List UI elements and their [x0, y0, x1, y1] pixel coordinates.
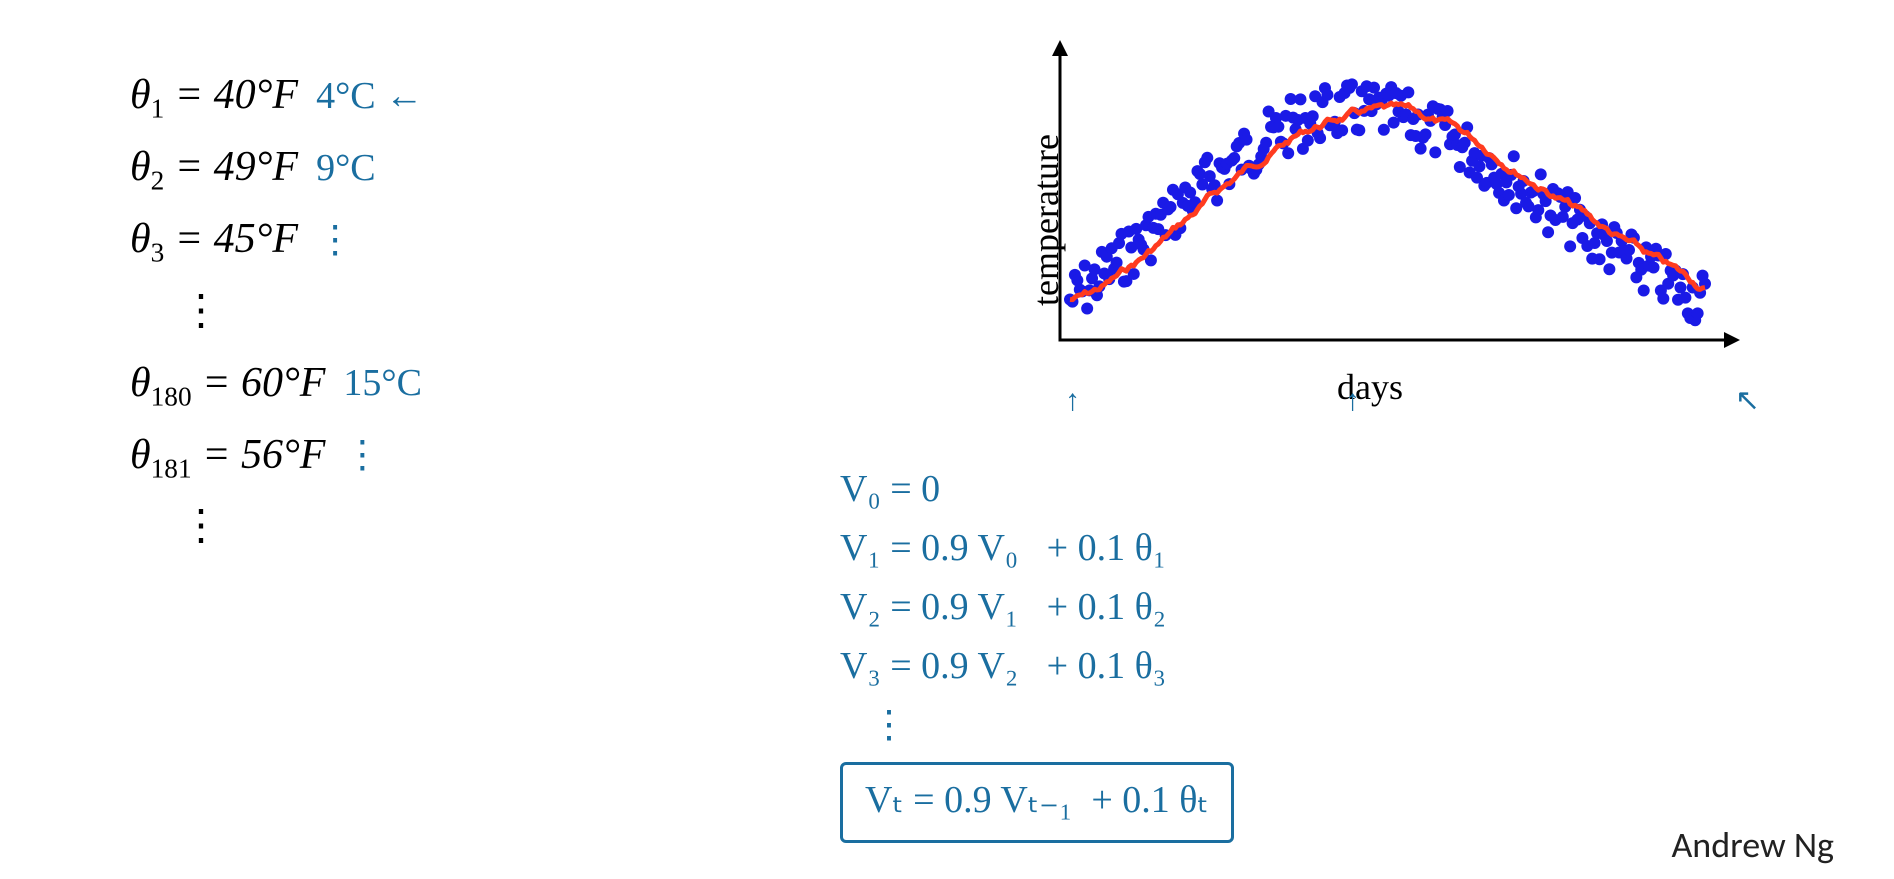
theta-row: θ180 = 60°F 15°C: [130, 347, 423, 419]
hand-dots: ⋮: [840, 696, 1234, 755]
annotation: 4°C ←: [316, 64, 423, 129]
temperature-chart: temperature days ↑ ↑ ↖: [990, 40, 1750, 400]
ewma-equations: V₀ = 0 V₁ = 0.9 V₀ + 0.1 θ₁ V₂ = 0.9 V₁ …: [840, 460, 1234, 843]
vdots: ⋮: [130, 276, 423, 347]
ewma-formula-boxed: Vₜ = 0.9 Vₜ₋₁ + 0.1 θₜ: [840, 762, 1234, 843]
hand-row: V₁ = 0.9 V₀ + 0.1 θ₁: [840, 519, 1234, 578]
theta-row: θ2 = 49°F 9°C: [130, 132, 423, 204]
author-credit: Andrew Ng: [1671, 823, 1834, 867]
theta-list: θ1 = 40°F 4°C ← θ2 = 49°F 9°C θ3 = 45°F …: [130, 60, 423, 563]
theta-row: θ3 = 45°F ⋮: [130, 204, 423, 276]
hand-row: V₀ = 0: [840, 460, 1234, 519]
hand-row: V₃ = 0.9 V₂ + 0.1 θ₃: [840, 637, 1234, 696]
annotation: ⋮: [316, 208, 354, 273]
theta-eq: θ1 = 40°F: [130, 60, 298, 132]
arrow-icon: ↑: [1345, 384, 1360, 418]
arrow-icon: ↖: [1735, 383, 1760, 418]
theta-eq: θ2 = 49°F: [130, 132, 298, 204]
annotation: ⋮: [343, 423, 381, 488]
arrow-icon: ↑: [1065, 384, 1080, 418]
annotation: 15°C: [343, 351, 422, 416]
theta-row: θ181 = 56°F ⋮: [130, 419, 423, 491]
theta-eq: θ180 = 60°F: [130, 348, 325, 420]
annotation: 9°C: [316, 136, 376, 201]
theta-eq: θ181 = 56°F: [130, 420, 325, 492]
chart-svg: [1040, 40, 1740, 370]
theta-row: θ1 = 40°F 4°C ←: [130, 60, 423, 132]
vdots: ⋮: [130, 491, 423, 562]
theta-eq: θ3 = 45°F: [130, 204, 298, 276]
hand-row: V₂ = 0.9 V₁ + 0.1 θ₂: [840, 578, 1234, 637]
